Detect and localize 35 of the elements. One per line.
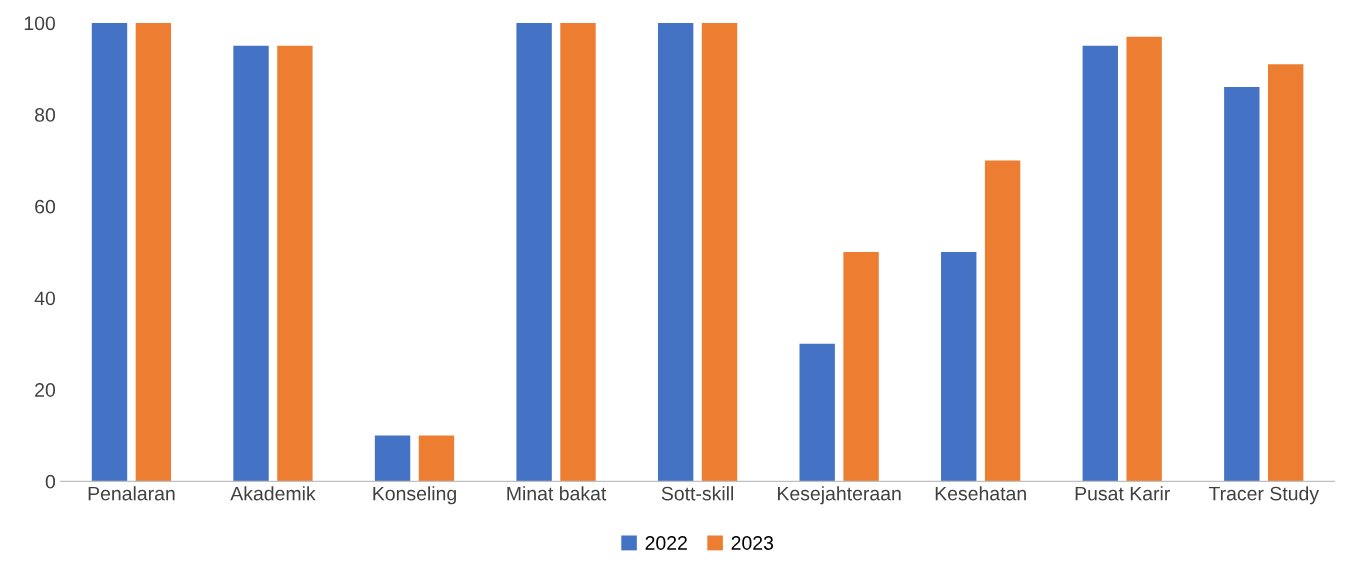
bar	[560, 22, 596, 482]
bar	[374, 435, 411, 482]
bar	[1126, 36, 1162, 482]
y-tick-label: 100	[24, 16, 56, 31]
x-tick-label: Kesejahteraan	[778, 486, 901, 505]
bar	[1082, 45, 1118, 482]
y-tick-label: 60	[35, 199, 56, 214]
bar	[1268, 64, 1304, 482]
bar	[701, 22, 738, 482]
legend-label: 2023	[731, 536, 774, 550]
x-tick-label: Minat bakat	[507, 486, 607, 501]
y-tick-label: 20	[35, 383, 56, 397]
bar	[516, 22, 552, 482]
y-tick-label: 40	[34, 291, 56, 306]
x-tick-label: Sott-skill	[661, 486, 734, 501]
x-tick-label: Akademik	[230, 486, 316, 501]
bar	[233, 45, 269, 482]
bar	[277, 45, 313, 482]
bar	[657, 22, 694, 482]
x-tick-label: Tracer Study	[1208, 486, 1319, 505]
bar	[418, 435, 455, 482]
bar	[843, 252, 879, 482]
y-tick-label: 0	[45, 474, 56, 489]
bar	[984, 160, 1021, 482]
x-tick-label: Kesehatan	[935, 486, 1026, 501]
x-tick-label: Pusat Karir	[1075, 486, 1170, 501]
bar	[91, 22, 128, 482]
bar	[135, 22, 172, 482]
x-tick-label: Konseling	[373, 486, 456, 505]
bar	[1224, 87, 1260, 482]
x-tick-label: Penalaran	[88, 486, 175, 501]
legend-label: 2022	[645, 536, 687, 550]
y-tick-label: 80	[35, 108, 56, 122]
bar	[799, 343, 835, 482]
bar	[941, 252, 977, 482]
